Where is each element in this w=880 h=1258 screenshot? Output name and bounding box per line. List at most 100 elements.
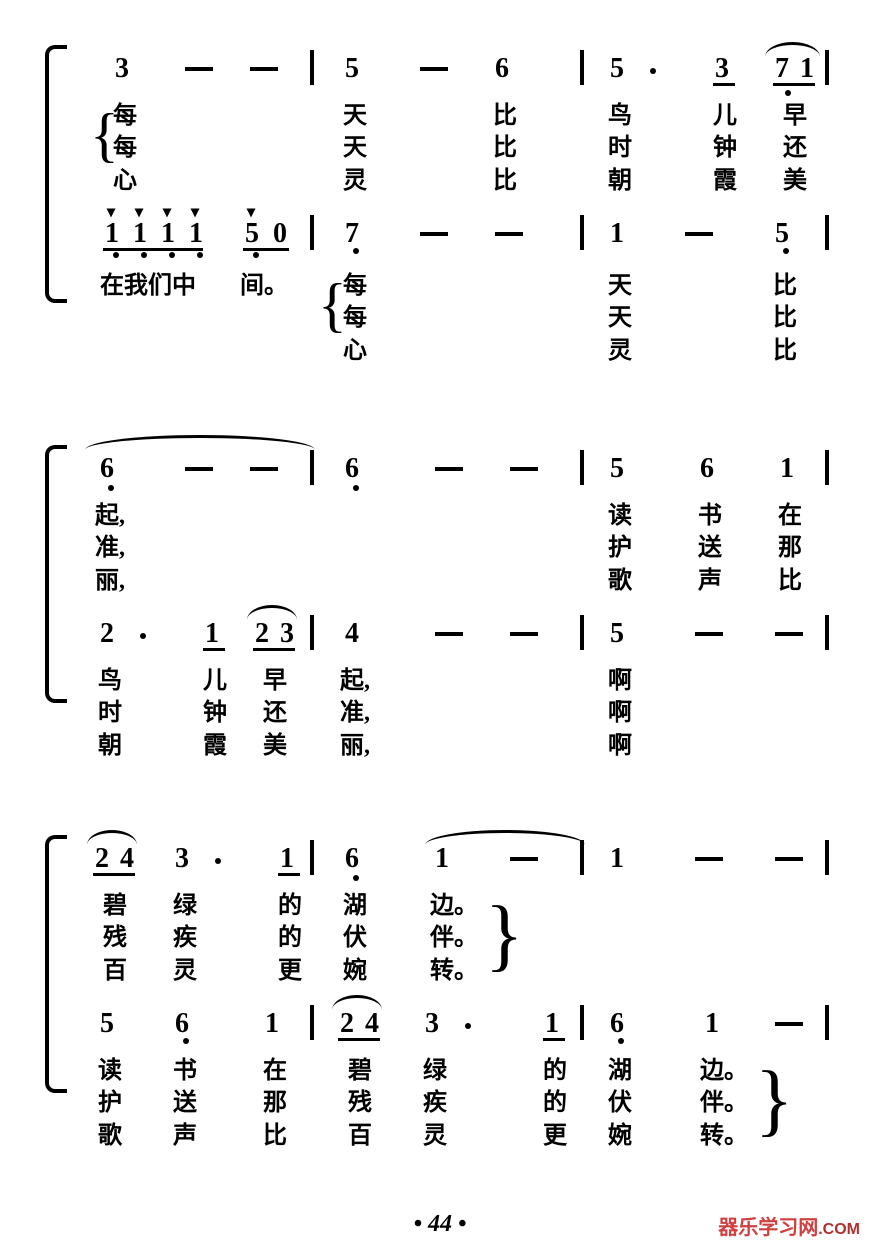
lyric-column: 比比比 bbox=[770, 270, 800, 367]
beam-underline bbox=[338, 1038, 380, 1041]
lyric-column: 比比比 bbox=[490, 100, 520, 197]
lyric-column: 的的更 bbox=[275, 890, 305, 987]
verse-brace-right: } bbox=[485, 895, 523, 975]
note: 1 bbox=[105, 220, 119, 248]
note: 1 bbox=[161, 220, 175, 248]
octave-dot bbox=[169, 252, 175, 258]
lyric-column: 书送声 bbox=[695, 500, 725, 597]
note: 2 bbox=[255, 620, 269, 648]
lyric-column: 啊啊啊 bbox=[605, 665, 635, 762]
barline bbox=[580, 215, 584, 250]
barline bbox=[580, 50, 584, 85]
note: 3 bbox=[115, 55, 129, 83]
dash bbox=[250, 467, 278, 471]
dash bbox=[510, 857, 538, 861]
lyric-column: 湖伏婉 bbox=[605, 1055, 635, 1152]
note: 5 bbox=[610, 455, 624, 483]
note: 3 bbox=[280, 620, 294, 648]
beam-underline bbox=[543, 1038, 565, 1041]
barline bbox=[825, 615, 829, 650]
note: 4 bbox=[345, 620, 359, 648]
octave-dot bbox=[197, 252, 203, 258]
note: 1 bbox=[133, 220, 147, 248]
watermark-text: 器乐学习网 bbox=[718, 1217, 818, 1239]
dash bbox=[685, 232, 713, 236]
lyric-column: 天天灵 bbox=[340, 100, 370, 197]
lyric-text: 间。 bbox=[240, 270, 288, 304]
dash bbox=[250, 67, 278, 71]
note: 6 bbox=[345, 845, 359, 873]
dash bbox=[435, 467, 463, 471]
octave-dot bbox=[353, 485, 359, 491]
watermark: 器乐学习网.COM bbox=[718, 1211, 860, 1240]
beam-underline bbox=[203, 648, 225, 651]
system-bracket bbox=[45, 45, 67, 303]
note: 7 bbox=[775, 55, 789, 83]
barline bbox=[310, 1005, 314, 1040]
tie bbox=[87, 830, 137, 845]
note: 1 bbox=[800, 55, 814, 83]
octave-dot bbox=[785, 90, 791, 96]
dot bbox=[215, 858, 221, 864]
tie bbox=[247, 605, 297, 620]
note: 0 bbox=[273, 220, 287, 248]
octave-dot bbox=[783, 248, 789, 254]
dash bbox=[420, 232, 448, 236]
accent-mark: ▾ bbox=[191, 202, 199, 222]
verse-brace-left: { bbox=[318, 275, 347, 335]
accent-mark: ▾ bbox=[247, 202, 255, 222]
barline bbox=[310, 50, 314, 85]
lyric-column: 碧残百 bbox=[100, 890, 130, 987]
dash bbox=[435, 632, 463, 636]
lyric-column: 鸟时朝 bbox=[605, 100, 635, 197]
octave-dot bbox=[141, 252, 147, 258]
dash bbox=[420, 67, 448, 71]
note: 1 bbox=[705, 1010, 719, 1038]
note: 5 bbox=[345, 55, 359, 83]
barline bbox=[580, 450, 584, 485]
note: 6 bbox=[175, 1010, 189, 1038]
note: 1 bbox=[189, 220, 203, 248]
tie bbox=[765, 42, 820, 57]
barline bbox=[310, 215, 314, 250]
lyric-column: 儿钟霞 bbox=[710, 100, 740, 197]
lyric-column: 起,准,丽, bbox=[95, 500, 125, 597]
lyric-column: 天天灵 bbox=[605, 270, 635, 367]
barline bbox=[825, 1005, 829, 1040]
beam-underline bbox=[103, 248, 203, 251]
barline bbox=[580, 840, 584, 875]
lyric-column: 湖伏婉 bbox=[340, 890, 370, 987]
lyric-column: 早还美 bbox=[780, 100, 810, 197]
lyric-column: 书送声 bbox=[170, 1055, 200, 1152]
barline bbox=[310, 615, 314, 650]
note: 6 bbox=[345, 455, 359, 483]
note: 5 bbox=[610, 55, 624, 83]
verse-brace-left: { bbox=[90, 105, 119, 165]
dot bbox=[465, 1023, 471, 1029]
dash bbox=[775, 1022, 803, 1026]
beam-underline bbox=[278, 873, 300, 876]
note: 2 bbox=[340, 1010, 354, 1038]
note: 1 bbox=[545, 1010, 559, 1038]
dash bbox=[775, 857, 803, 861]
dash bbox=[510, 467, 538, 471]
dot bbox=[650, 68, 656, 74]
note: 1 bbox=[610, 845, 624, 873]
lyric-column: 在那比 bbox=[260, 1055, 290, 1152]
barline bbox=[310, 840, 314, 875]
barline bbox=[580, 1005, 584, 1040]
note: 1 bbox=[265, 1010, 279, 1038]
note: 5 bbox=[775, 220, 789, 248]
note: 1 bbox=[610, 220, 624, 248]
note: 4 bbox=[365, 1010, 379, 1038]
octave-dot bbox=[183, 1038, 189, 1044]
note: 1 bbox=[205, 620, 219, 648]
note: 1 bbox=[280, 845, 294, 873]
lyric-column: 的的更 bbox=[540, 1055, 570, 1152]
dash bbox=[695, 857, 723, 861]
dash bbox=[185, 67, 213, 71]
dash bbox=[695, 632, 723, 636]
verse-brace-right: } bbox=[755, 1060, 793, 1140]
lyric-column: 读护歌 bbox=[95, 1055, 125, 1152]
lyric-column: 读护歌 bbox=[605, 500, 635, 597]
